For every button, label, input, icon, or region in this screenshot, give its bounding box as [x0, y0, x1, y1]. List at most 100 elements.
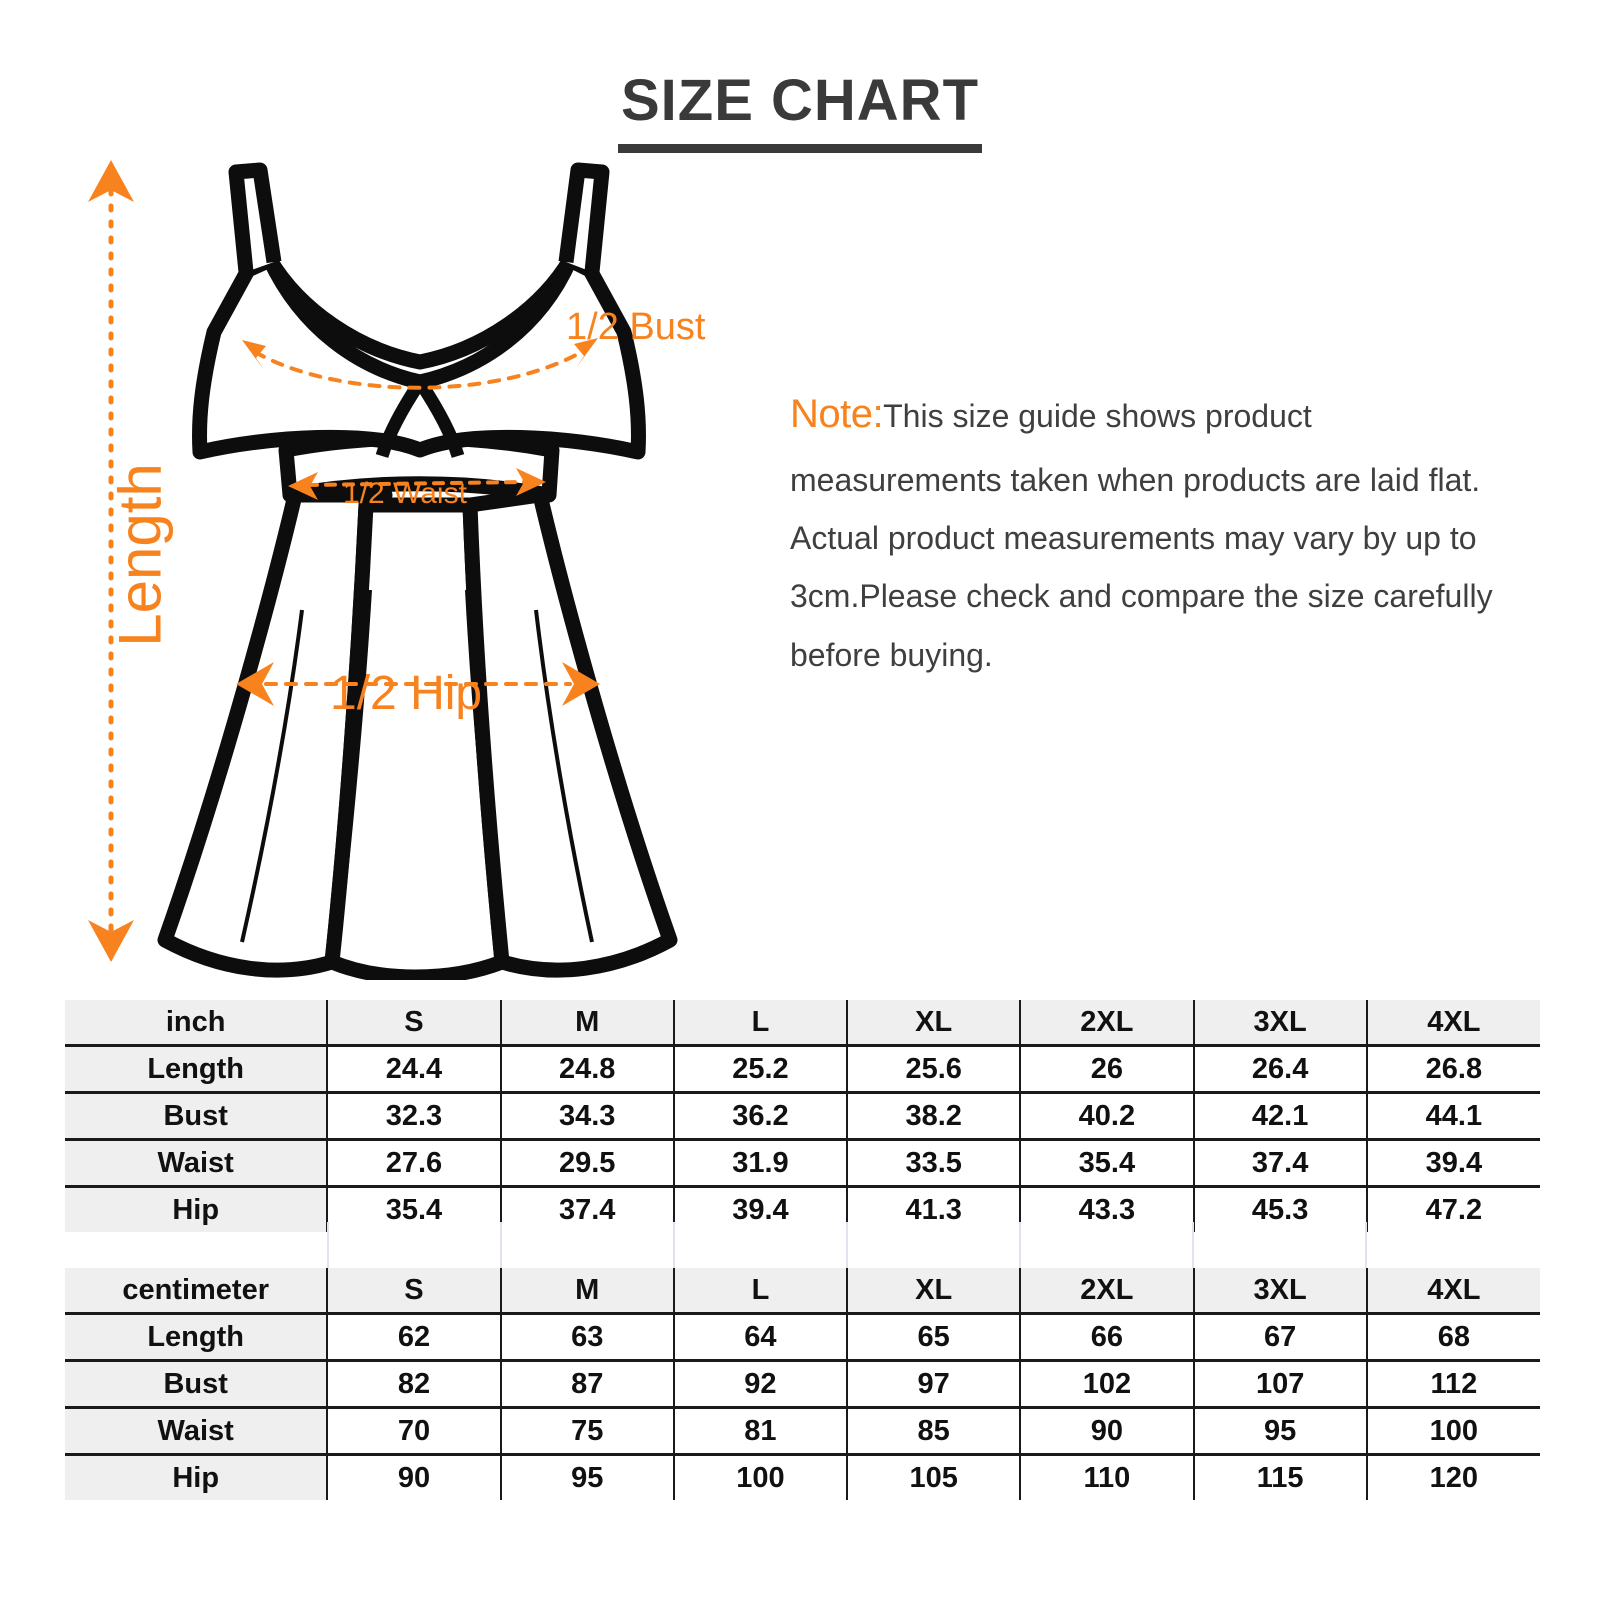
table-row: Bust 32.3 34.3 36.2 38.2 40.2 42.1 44.1 — [65, 1092, 1540, 1141]
gap-rule — [1192, 1222, 1194, 1268]
row-label-length: Length — [65, 1313, 328, 1362]
table-row: Length 62 63 64 65 66 67 68 — [65, 1313, 1540, 1362]
row-label-bust: Bust — [65, 1092, 328, 1141]
table-gap-spacer — [65, 1222, 1540, 1268]
cell-waist-3xl: 95 — [1192, 1407, 1367, 1456]
cell-hip-2xl: 43.3 — [1019, 1186, 1194, 1232]
dress-outline-group — [157, 162, 678, 980]
bust-measurement — [242, 338, 598, 390]
cell-length-xl: 25.6 — [846, 1045, 1021, 1094]
cell-length-4xl: 26.8 — [1365, 1045, 1540, 1094]
cell-bust-4xl: 112 — [1365, 1360, 1540, 1409]
cell-bust-s: 32.3 — [326, 1092, 501, 1141]
cell-hip-2xl: 110 — [1019, 1454, 1194, 1500]
row-label-waist: Waist — [65, 1139, 328, 1188]
column-header-4xl: 4XL — [1365, 1268, 1540, 1315]
cell-bust-3xl: 107 — [1192, 1360, 1367, 1409]
cell-length-2xl: 26 — [1019, 1045, 1194, 1094]
row-label-waist: Waist — [65, 1407, 328, 1456]
table-row: Waist 70 75 81 85 90 95 100 — [65, 1407, 1540, 1456]
gap-rule — [327, 1222, 329, 1268]
column-header-2xl: 2XL — [1019, 1000, 1194, 1047]
column-header-3xl: 3XL — [1192, 1000, 1367, 1047]
cell-length-2xl: 66 — [1019, 1313, 1194, 1362]
column-header-l: L — [672, 1268, 848, 1315]
cell-waist-xl: 33.5 — [846, 1139, 1021, 1188]
column-header-4xl: 4XL — [1365, 1000, 1540, 1047]
cell-hip-s: 90 — [326, 1454, 501, 1500]
half-hip-label: 1/2 Hip — [330, 667, 483, 720]
cell-waist-s: 70 — [326, 1407, 501, 1456]
row-label-bust: Bust — [65, 1360, 328, 1409]
cell-bust-l: 36.2 — [672, 1092, 848, 1141]
half-waist-label: 1/2 Waist — [343, 477, 467, 510]
cell-waist-m: 29.5 — [499, 1139, 674, 1188]
cell-waist-xl: 85 — [846, 1407, 1021, 1456]
cell-hip-4xl: 47.2 — [1365, 1186, 1540, 1232]
cell-bust-2xl: 102 — [1019, 1360, 1194, 1409]
cell-bust-s: 82 — [326, 1360, 501, 1409]
cell-length-l: 25.2 — [672, 1045, 848, 1094]
cell-hip-l: 39.4 — [672, 1186, 848, 1232]
unit-header-centimeter: centimeter — [65, 1268, 328, 1315]
cell-bust-l: 92 — [672, 1360, 848, 1409]
note-body: This size guide shows product measuremen… — [790, 398, 1493, 673]
cell-length-3xl: 67 — [1192, 1313, 1367, 1362]
table-header-row: inch S M L XL 2XL 3XL 4XL — [65, 1000, 1540, 1047]
cell-waist-4xl: 39.4 — [1365, 1139, 1540, 1188]
table-row: Waist 27.6 29.5 31.9 33.5 35.4 37.4 39.4 — [65, 1139, 1540, 1188]
column-header-s: S — [326, 1000, 501, 1047]
gap-rule — [500, 1222, 502, 1268]
column-header-l: L — [672, 1000, 848, 1047]
cell-hip-3xl: 45.3 — [1192, 1186, 1367, 1232]
column-header-m: M — [499, 1268, 674, 1315]
size-table-inch: inch S M L XL 2XL 3XL 4XL Length 24.4 24… — [65, 1000, 1540, 1232]
gap-rule — [673, 1222, 675, 1268]
cell-length-m: 63 — [499, 1313, 674, 1362]
note-block: Note:This size guide shows product measu… — [790, 346, 1510, 716]
cell-length-3xl: 26.4 — [1192, 1045, 1367, 1094]
cell-waist-l: 81 — [672, 1407, 848, 1456]
cell-bust-m: 34.3 — [499, 1092, 674, 1141]
cell-waist-2xl: 35.4 — [1019, 1139, 1194, 1188]
row-label-hip: Hip — [65, 1186, 328, 1232]
cell-length-s: 24.4 — [326, 1045, 501, 1094]
cell-hip-4xl: 120 — [1365, 1454, 1540, 1500]
cell-hip-3xl: 115 — [1192, 1454, 1367, 1500]
cell-bust-2xl: 40.2 — [1019, 1092, 1194, 1141]
gap-rule — [1365, 1222, 1367, 1268]
column-header-xl: XL — [846, 1000, 1021, 1047]
cell-hip-l: 100 — [672, 1454, 848, 1500]
cell-length-m: 24.8 — [499, 1045, 674, 1094]
cell-length-4xl: 68 — [1365, 1313, 1540, 1362]
gap-rule — [846, 1222, 848, 1268]
cell-bust-3xl: 42.1 — [1192, 1092, 1367, 1141]
cell-bust-m: 87 — [499, 1360, 674, 1409]
cell-hip-m: 95 — [499, 1454, 674, 1500]
table-row: Length 24.4 24.8 25.2 25.6 26 26.4 26.8 — [65, 1045, 1540, 1094]
cell-waist-s: 27.6 — [326, 1139, 501, 1188]
note-label: Note: — [790, 392, 884, 436]
cell-hip-xl: 41.3 — [846, 1186, 1021, 1232]
length-label: Length — [106, 463, 174, 647]
cell-bust-4xl: 44.1 — [1365, 1092, 1540, 1141]
note-paragraph: Note:This size guide shows product measu… — [790, 378, 1510, 684]
page-title: SIZE CHART — [0, 72, 1600, 153]
table-row: Bust 82 87 92 97 102 107 112 — [65, 1360, 1540, 1409]
cell-bust-xl: 38.2 — [846, 1092, 1021, 1141]
hip-measurement — [236, 662, 600, 706]
cell-waist-4xl: 100 — [1365, 1407, 1540, 1456]
dress-illustration — [70, 150, 750, 980]
column-header-s: S — [326, 1268, 501, 1315]
cell-waist-3xl: 37.4 — [1192, 1139, 1367, 1188]
row-label-length: Length — [65, 1045, 328, 1094]
column-header-2xl: 2XL — [1019, 1268, 1194, 1315]
size-table-centimeter: centimeter S M L XL 2XL 3XL 4XL Length 6… — [65, 1268, 1540, 1500]
column-header-m: M — [499, 1000, 674, 1047]
cell-length-s: 62 — [326, 1313, 501, 1362]
cell-hip-s: 35.4 — [326, 1186, 501, 1232]
page-title-text: SIZE CHART — [621, 68, 979, 133]
length-measurement — [88, 160, 134, 962]
waist-measurement — [288, 468, 546, 500]
title-underline — [618, 144, 982, 153]
